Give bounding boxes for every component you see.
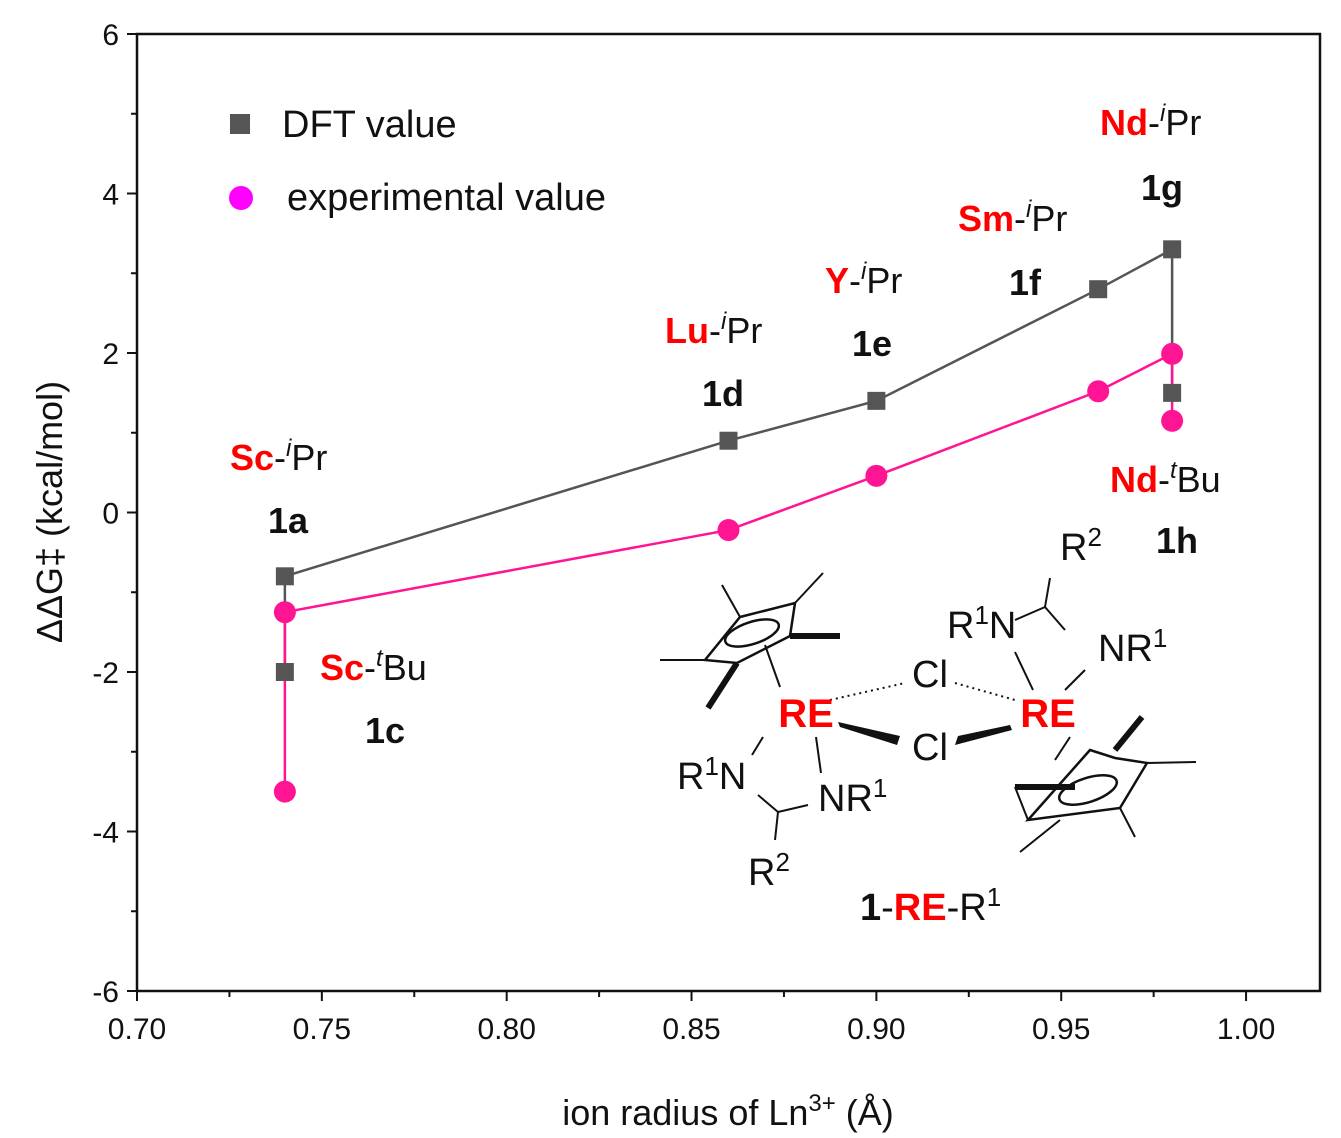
- x-tick-label: 0.95: [1032, 1013, 1090, 1046]
- y-axis-label: ΔΔG‡ (kcal/mol): [29, 381, 70, 643]
- r1n-top: R1N: [947, 600, 1016, 647]
- x-tick-label: 0.90: [847, 1013, 905, 1046]
- compound-id-1f: 1f: [1009, 262, 1042, 303]
- nr1-top: NR1: [1098, 623, 1167, 670]
- annotation-label-1a: Sc-iPr: [230, 435, 327, 478]
- legend-dft-marker: [230, 114, 250, 134]
- annotation-label-1d: Lu-iPr: [665, 308, 762, 351]
- re-right: RE: [1020, 692, 1076, 736]
- dft-point: [275, 567, 294, 586]
- compound-id-1a: 1a: [268, 500, 309, 541]
- compound-id-1g: 1g: [1141, 167, 1183, 208]
- cl-bottom: Cl: [912, 727, 948, 769]
- dft-point: [1163, 383, 1182, 402]
- annotation-label-1f: Sm-iPr: [958, 196, 1067, 239]
- r2-bottom: R2: [748, 847, 790, 894]
- annotation-label-1e: Y-iPr: [825, 258, 902, 301]
- experimental-point: [273, 601, 296, 624]
- annotation-label-1g: Nd-iPr: [1100, 100, 1201, 143]
- experimental-point: [273, 780, 296, 803]
- x-tick-label: 1.00: [1217, 1013, 1275, 1046]
- compound-id-1e: 1e: [852, 323, 892, 364]
- legend: DFT value experimental value: [229, 104, 606, 219]
- chemical-structure: [660, 572, 1197, 853]
- re-left: RE: [778, 692, 834, 736]
- axes: 0.70 0.75 0.80 0.85 0.90 0.95 1.00 -6 -4 -2 0 2 4 6: [92, 19, 1275, 1046]
- annotation-label-1c: Sc-tBu: [320, 645, 427, 688]
- dft-point: [719, 431, 738, 450]
- y-tick-label: -6: [92, 976, 119, 1009]
- experimental-point: [865, 464, 888, 487]
- y-tick-label: -2: [92, 657, 119, 690]
- compound-id-1d: 1d: [702, 373, 744, 414]
- series: [273, 240, 1184, 803]
- r2-top: R2: [1060, 522, 1102, 569]
- compound-id-1c: 1c: [365, 710, 405, 751]
- y-tick-label: -4: [92, 817, 119, 850]
- experimental-point: [717, 519, 740, 542]
- structure-caption: 1-RE-R1: [860, 882, 1001, 929]
- x-tick-label: 0.70: [108, 1013, 166, 1046]
- y-tick-label: 6: [102, 19, 119, 52]
- dft-point: [1163, 240, 1182, 259]
- r1n-bottom: R1N: [677, 751, 746, 798]
- x-tick-label: 0.85: [662, 1013, 720, 1046]
- legend-exp-label: experimental value: [287, 177, 606, 219]
- cl-top: Cl: [912, 654, 948, 696]
- x-axis-label: ion radius of Ln3+ (Å): [562, 1090, 894, 1133]
- nr1-bottom: NR1: [818, 773, 887, 820]
- y-tick-label: 2: [102, 338, 119, 371]
- experimental-point: [1161, 409, 1184, 432]
- compound-id-1h: 1h: [1156, 520, 1198, 561]
- experimental-point: [1161, 342, 1184, 365]
- dft-point: [1089, 280, 1108, 299]
- dft-point: [867, 391, 886, 410]
- y-tick-label: 0: [102, 498, 119, 531]
- structure-labels: RE RE Cl Cl R2 R1N NR1 R1N NR1 R2 1-RE-R…: [677, 522, 1167, 929]
- legend-dft-label: DFT value: [282, 104, 457, 146]
- annotations: Sc-iPr 1a Sc-tBu 1c Lu-iPr 1d Y-iPr 1e Sm-iPr 1f N…: [230, 100, 1221, 751]
- x-tick-label: 0.80: [477, 1013, 535, 1046]
- x-tick-label: 0.75: [293, 1013, 351, 1046]
- experimental-point: [1087, 380, 1110, 403]
- y-tick-label: 4: [102, 179, 119, 212]
- dft-point: [275, 663, 294, 681]
- legend-exp-marker: [229, 186, 253, 210]
- annotation-label-1h: Nd-tBu: [1110, 457, 1221, 500]
